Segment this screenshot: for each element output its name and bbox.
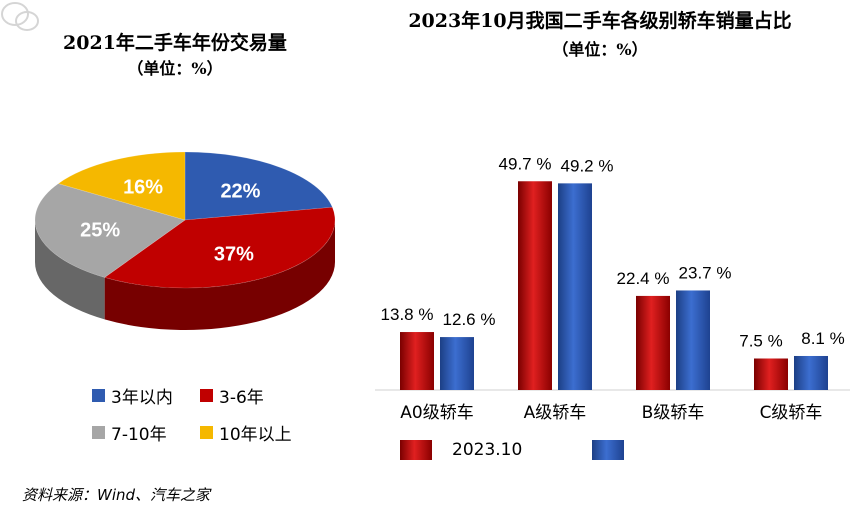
pie-slice-label: 16% (123, 176, 163, 198)
pie-slice-label: 25% (80, 220, 120, 242)
bar-value-label: 49.7 % (499, 154, 552, 173)
bar-value-label: 13.8 % (381, 305, 434, 324)
category-tick-label: C级轿车 (760, 403, 823, 423)
bar-chart-unit: （单位：%） (552, 40, 648, 59)
pie-slice (57, 151, 186, 221)
legend-item-10-plus-years: 10年以上 (200, 420, 292, 445)
legend-swatch-red (200, 389, 213, 402)
bar (754, 358, 788, 390)
pie-slice (184, 151, 333, 221)
bar (794, 355, 828, 390)
category-tick-label: B级轿车 (642, 403, 705, 423)
bar-legend-label: 2023.10 (452, 440, 523, 460)
legend-item-3-6-years: 3-6年 (200, 383, 264, 408)
bar-value-label: 23.7 % (679, 263, 732, 282)
bar (518, 181, 552, 390)
category-tick-label: A0级轿车 (400, 403, 473, 423)
bar (636, 295, 670, 390)
bar (440, 337, 474, 390)
pie-chart-unit: （单位：%） (127, 59, 223, 78)
legend-swatch-blue (92, 389, 105, 402)
bar-value-label: 49.2 % (561, 156, 614, 175)
pie-slice-label: 37% (214, 244, 254, 266)
legend-item-7-10-years: 7-10年 (92, 420, 167, 445)
pie-slice (34, 183, 186, 278)
pie-chart-title: 2021年二手车年份交易量 (63, 32, 287, 54)
pie-slice (103, 206, 336, 289)
bar (676, 290, 710, 390)
pie-chart: 22% 37% 25%16% (34, 151, 336, 330)
pie-slice-side (35, 220, 105, 320)
bar-legend-swatch-red (400, 440, 432, 460)
pie-slice-label: 22% (220, 181, 260, 203)
bar-legend-item-blue (592, 440, 644, 460)
legend-label: 7-10年 (111, 425, 167, 445)
legend-label: 10年以上 (219, 425, 292, 445)
wechat-logo-icon (1, 2, 39, 31)
category-tick-label: A级轿车 (524, 403, 587, 423)
bar (558, 183, 592, 390)
legend-swatch-yellow (200, 426, 213, 439)
bar-legend-swatch-blue (592, 440, 624, 460)
bar (400, 332, 434, 390)
bar-value-label: 12.6 % (443, 310, 496, 329)
source-note: 资料来源：Wind、汽车之家 (22, 486, 211, 504)
bar-legend-item-2023-10: 2023.10 (400, 440, 522, 460)
legend-item-3-years: 3年以内 (92, 383, 173, 408)
bar-chart: 13.8 % 12.6 % A0级轿车 49.7 % 49.2 % A级轿车 22.4 % 2… (375, 154, 850, 423)
pie-slice-side (104, 220, 336, 330)
bar-value-label: 8.1 % (801, 329, 844, 348)
bar-value-label: 7.5 % (739, 332, 782, 351)
legend-label: 3-6年 (219, 388, 264, 408)
legend-label: 3年以内 (111, 388, 173, 408)
bar-chart-title: 2023年10月我国二手车各级别轿车销量占比 (408, 10, 792, 32)
legend-swatch-gray (92, 426, 105, 439)
bar-value-label: 22.4 % (617, 269, 670, 288)
